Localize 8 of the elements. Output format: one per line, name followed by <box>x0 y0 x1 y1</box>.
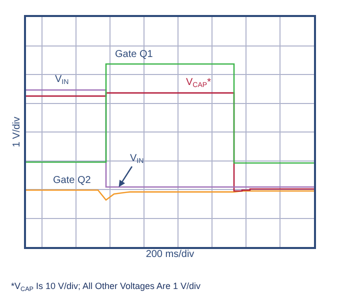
series-label: Gate Q2 <box>53 175 92 186</box>
text: *V$_{CAP}$ Is 10 V/div; All Other Voltages Are 1 V/div <box>11 281 202 293</box>
series-label: V$_{CAP}$* <box>186 77 212 90</box>
series-label: V$_{IN}$ <box>55 74 69 86</box>
y-axis-title: 1 V/div <box>12 116 22 148</box>
annotation: V$_{IN}$ <box>130 153 144 166</box>
series-label: Gate Q1 <box>115 49 154 60</box>
x-axis-title: 200 ms/div <box>146 249 194 260</box>
